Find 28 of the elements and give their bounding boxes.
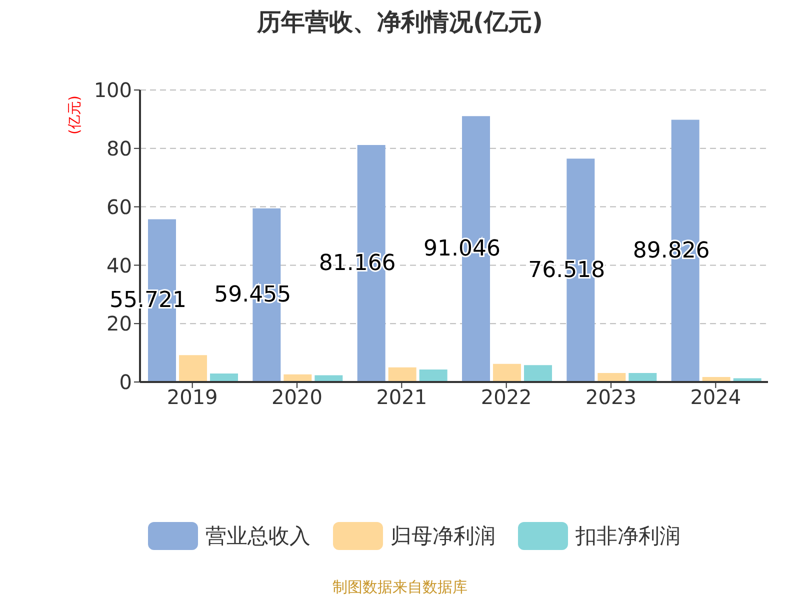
x-tick-label: 2022 <box>480 385 532 410</box>
x-tick-label: 2020 <box>272 385 322 410</box>
bar <box>419 369 448 382</box>
bar <box>179 355 207 382</box>
y-tick-label: 80 <box>106 136 132 160</box>
text: 制图数据来自数据库 <box>332 578 468 597</box>
legend-label: 营业总收入 <box>206 523 310 550</box>
data-label: 59.455 <box>214 282 292 308</box>
chart-title: 历年营收、净利情况(亿元) <box>256 7 544 38</box>
y-tick-label: 20 <box>106 312 132 336</box>
data-label: 76.518 <box>528 258 606 283</box>
bar <box>388 367 416 382</box>
legend-label: 归母净利润 <box>390 523 496 550</box>
x-tick-label: 2024 <box>690 385 742 410</box>
data-label: 89.826 <box>632 238 710 264</box>
y-tick-label: 0 <box>119 370 132 394</box>
data-label: 91.046 <box>424 236 500 262</box>
x-tick-label: 2023 <box>586 385 636 410</box>
x-tick-label: 2021 <box>376 385 428 410</box>
y-axis-title: (亿元) <box>67 96 83 134</box>
legend-label: 扣非净利润 <box>576 523 680 550</box>
y-tick-label: 40 <box>106 253 132 278</box>
bar <box>524 365 552 382</box>
data-label: 81.166 <box>318 251 396 276</box>
y-tick-label: 60 <box>106 194 132 219</box>
x-tick-label: 2019 <box>166 385 218 410</box>
y-tick-label: 100 <box>94 78 132 102</box>
bar <box>493 364 521 382</box>
